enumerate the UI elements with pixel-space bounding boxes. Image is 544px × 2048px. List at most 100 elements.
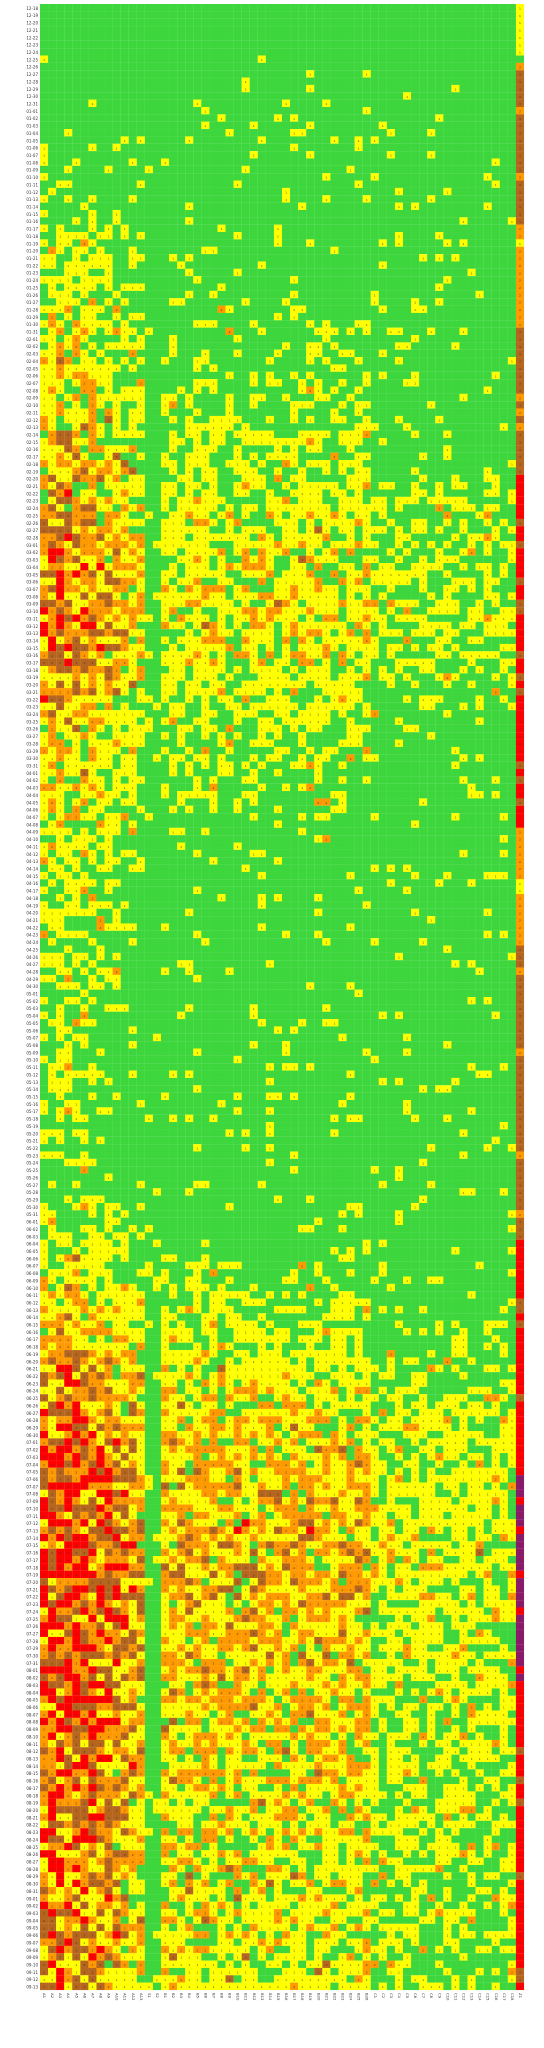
heatmap-cell-label: 2 [221, 308, 223, 312]
heatmap-cell-label: 1 [325, 323, 327, 327]
heatmap-cell [88, 26, 96, 33]
heatmap-cell [468, 210, 476, 217]
heatmap-cell [379, 166, 387, 173]
heatmap-cell-label: 1 [390, 330, 392, 334]
heatmap-cell-label: 1 [342, 352, 344, 356]
heatmap-cell-label: 1 [374, 426, 376, 430]
heatmap-cell [395, 445, 403, 452]
heatmap-cell [338, 291, 346, 298]
heatmap-cell [290, 166, 298, 173]
heatmap-cell [153, 11, 161, 18]
heatmap-cell [468, 254, 476, 261]
heatmap-cell [40, 107, 48, 114]
heatmap-cell [419, 55, 427, 62]
heatmap-cell [121, 313, 129, 320]
heatmap-cell-label: 1 [83, 205, 85, 209]
heatmap-cell [64, 328, 72, 335]
heatmap-cell-label: 1 [277, 455, 279, 459]
heatmap-cell [80, 394, 88, 401]
heatmap-cell [395, 26, 403, 33]
heatmap-cell-label: 1 [164, 404, 166, 408]
heatmap-cell [419, 107, 427, 114]
heatmap-cell [96, 122, 104, 129]
heatmap-cell [56, 70, 64, 77]
heatmap-cell-label: 2 [91, 433, 93, 437]
heatmap-cell-label: 1 [124, 485, 126, 489]
heatmap-cell [306, 195, 314, 202]
heatmap-cell-label: 1 [277, 235, 279, 239]
heatmap-cell [201, 78, 209, 85]
heatmap-cell [193, 328, 201, 335]
heatmap-cell [476, 342, 484, 349]
heatmap-cell [250, 48, 258, 55]
heatmap-cell [459, 372, 467, 379]
heatmap-cell [56, 423, 64, 430]
heatmap-cell [153, 372, 161, 379]
heatmap-cell-label: 1 [398, 235, 400, 239]
heatmap-cell [121, 453, 129, 460]
heatmap-cell [403, 386, 411, 393]
heatmap-cell-label: 1 [188, 470, 190, 474]
heatmap-cell [298, 232, 306, 239]
heatmap-cell [459, 269, 467, 276]
heatmap-cell-label: 1 [212, 470, 214, 474]
heatmap-cell [129, 210, 137, 217]
heatmap-cell [121, 350, 129, 357]
heatmap-cell [459, 4, 467, 11]
heatmap-cell [451, 210, 459, 217]
heatmap-cell [306, 158, 314, 165]
heatmap-cell-label: 1 [253, 404, 255, 408]
heatmap-cell-label: 1 [43, 308, 45, 312]
heatmap-cell [72, 85, 80, 92]
heatmap-cell-label: 1 [83, 235, 85, 239]
heatmap-cell [177, 210, 185, 217]
heatmap-cell-label: 1 [342, 382, 344, 386]
heatmap-cell [338, 203, 346, 210]
heatmap-cell [484, 63, 492, 70]
heatmap-cell [492, 386, 500, 393]
heatmap-cell-label: 1 [116, 315, 118, 319]
heatmap-cell [500, 122, 508, 129]
heatmap-cell-label: 1 [269, 440, 271, 444]
heatmap-cell-label: 2 [229, 330, 231, 334]
heatmap-cell-label: 2 [519, 227, 521, 231]
heatmap-cell [258, 350, 266, 357]
heatmap-cell [395, 409, 403, 416]
heatmap-cell [484, 217, 492, 224]
heatmap-cell [427, 460, 435, 467]
heatmap-cell [379, 100, 387, 107]
heatmap-cell [121, 41, 129, 48]
heatmap-cell [185, 114, 193, 121]
heatmap-cell [201, 166, 209, 173]
heatmap-cell [80, 48, 88, 55]
heatmap-cell-label: 1 [414, 301, 416, 305]
heatmap-cell [290, 78, 298, 85]
heatmap-cell [145, 482, 153, 489]
heatmap-cell [290, 151, 298, 158]
heatmap-cell-label: 1 [269, 455, 271, 459]
heatmap-cell [137, 188, 145, 195]
heatmap-cell [201, 195, 209, 202]
heatmap-cell [282, 78, 290, 85]
heatmap-cell [169, 33, 177, 40]
heatmap-cell [411, 85, 419, 92]
heatmap-cell [371, 114, 379, 121]
heatmap-cell [298, 276, 306, 283]
heatmap-cell [451, 195, 459, 202]
heatmap-cell [355, 416, 363, 423]
heatmap-cell [500, 298, 508, 305]
heatmap-cell [226, 203, 234, 210]
heatmap-cell [282, 416, 290, 423]
heatmap-cell [314, 401, 322, 408]
heatmap-cell [459, 188, 467, 195]
heatmap-cell [72, 92, 80, 99]
heatmap-cell [379, 401, 387, 408]
heatmap-cell-label: 1 [229, 507, 231, 511]
heatmap-cell-label: 2 [91, 440, 93, 444]
heatmap-cell [193, 55, 201, 62]
heatmap-cell [347, 401, 355, 408]
heatmap-cell [500, 4, 508, 11]
heatmap-cell [145, 63, 153, 70]
heatmap-cell-label: 1 [43, 404, 45, 408]
heatmap-cell [209, 19, 217, 26]
